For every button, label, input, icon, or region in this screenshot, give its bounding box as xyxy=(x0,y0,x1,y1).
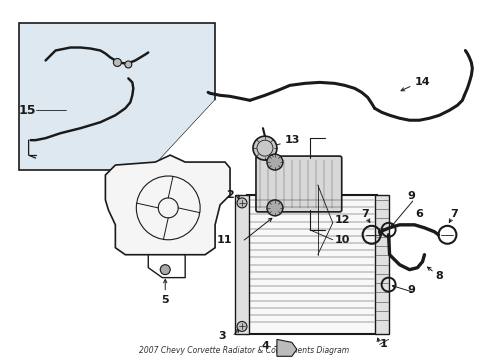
Text: 10: 10 xyxy=(334,235,349,245)
Text: 11: 11 xyxy=(216,235,232,245)
FancyBboxPatch shape xyxy=(255,156,341,212)
Text: 12: 12 xyxy=(334,215,349,225)
Text: 8: 8 xyxy=(435,271,442,281)
Circle shape xyxy=(252,136,276,160)
Polygon shape xyxy=(105,155,229,255)
Polygon shape xyxy=(19,23,215,170)
Text: 2: 2 xyxy=(226,190,233,200)
Circle shape xyxy=(237,321,246,332)
Text: 6: 6 xyxy=(415,209,423,219)
Text: 14: 14 xyxy=(414,77,429,87)
Text: 15: 15 xyxy=(19,104,36,117)
Text: 4: 4 xyxy=(261,341,268,351)
Text: 2007 Chevy Corvette Radiator & Components Diagram: 2007 Chevy Corvette Radiator & Component… xyxy=(139,346,348,355)
Text: 9: 9 xyxy=(407,191,415,201)
Polygon shape xyxy=(276,339,296,356)
Circle shape xyxy=(113,58,121,67)
Bar xyxy=(235,195,248,334)
Text: 7: 7 xyxy=(449,209,457,219)
Circle shape xyxy=(237,198,246,208)
Circle shape xyxy=(266,154,283,170)
Circle shape xyxy=(124,61,132,68)
Bar xyxy=(246,195,376,334)
Circle shape xyxy=(160,265,170,275)
Text: 9: 9 xyxy=(407,284,415,294)
Text: 13: 13 xyxy=(285,135,300,145)
Text: 3: 3 xyxy=(218,332,225,341)
Polygon shape xyxy=(150,100,215,170)
Text: 5: 5 xyxy=(161,294,169,305)
Text: 7: 7 xyxy=(360,209,368,219)
Circle shape xyxy=(266,200,283,216)
Bar xyxy=(374,195,388,334)
Text: 1: 1 xyxy=(379,339,386,349)
